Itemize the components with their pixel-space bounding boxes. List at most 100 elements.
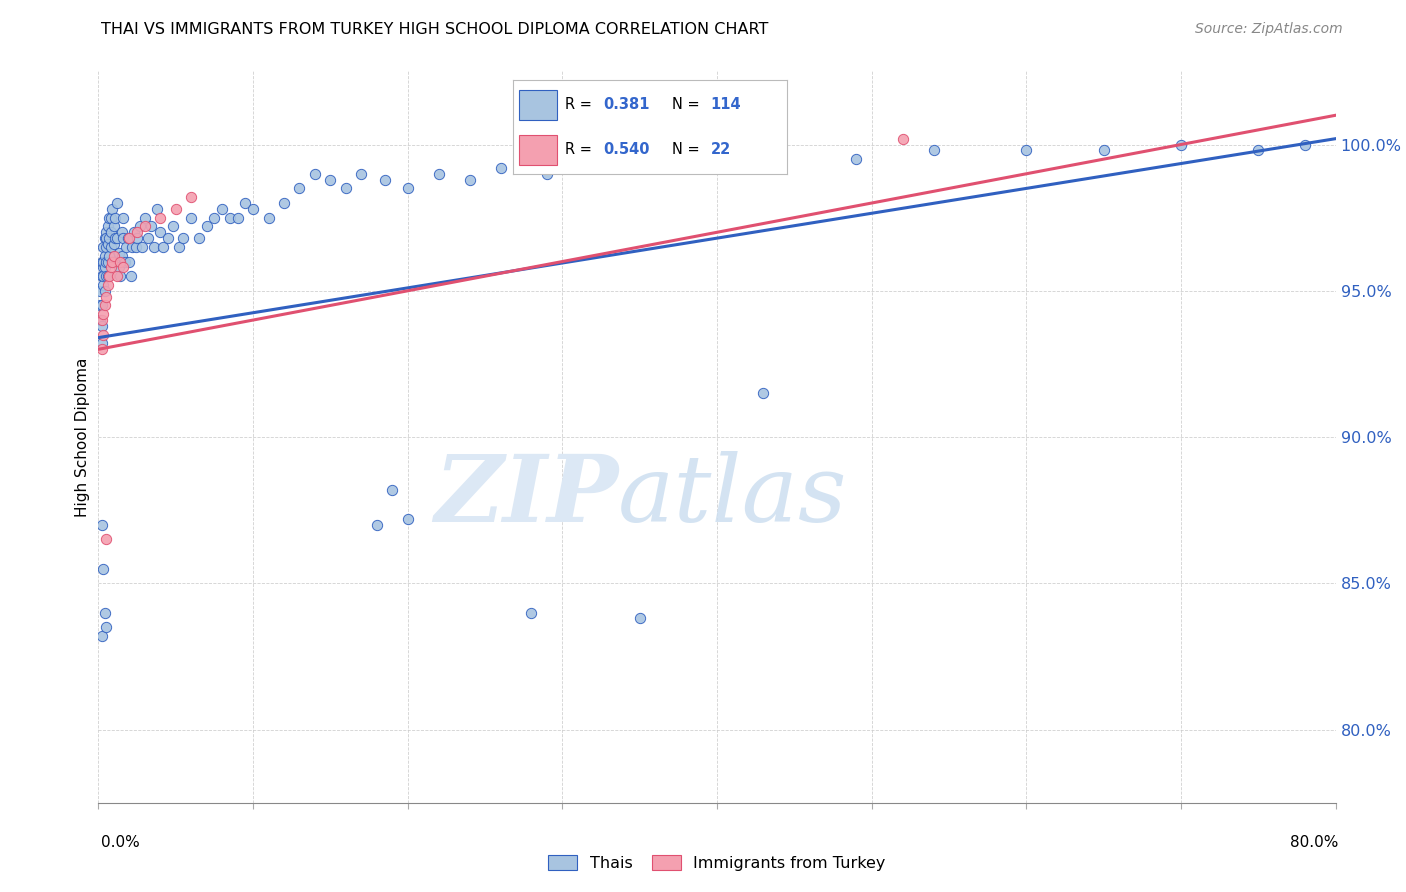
Point <box>93 260 115 275</box>
Point <box>350 167 373 181</box>
Point <box>1247 144 1270 158</box>
Point <box>105 231 128 245</box>
Point <box>146 202 169 216</box>
Point <box>118 254 141 268</box>
Point <box>134 219 156 234</box>
Point <box>100 240 122 254</box>
Point <box>381 483 404 497</box>
Point <box>96 269 118 284</box>
Point <box>335 181 357 195</box>
Point <box>845 152 868 166</box>
Point <box>98 211 121 225</box>
Point <box>96 290 118 304</box>
Point <box>107 245 129 260</box>
Point <box>273 196 295 211</box>
Point <box>768 152 790 166</box>
Point <box>396 512 419 526</box>
Point <box>91 327 114 342</box>
Point <box>91 307 114 321</box>
Point <box>96 231 118 245</box>
Point <box>167 240 190 254</box>
Point <box>149 211 172 225</box>
Point <box>520 606 543 620</box>
Point <box>97 237 120 252</box>
Point <box>396 181 419 195</box>
Point <box>304 167 326 181</box>
Text: 0.0%: 0.0% <box>101 836 141 850</box>
Point <box>111 249 132 263</box>
Text: 22: 22 <box>710 142 731 157</box>
Y-axis label: High School Diploma: High School Diploma <box>75 358 90 516</box>
Point <box>1092 144 1115 158</box>
Point <box>149 225 172 239</box>
Point <box>257 211 280 225</box>
Point <box>180 211 202 225</box>
Point <box>101 202 124 216</box>
Point <box>100 225 122 239</box>
Point <box>233 196 257 211</box>
Point <box>90 517 112 532</box>
Point <box>536 167 558 181</box>
Point <box>121 240 143 254</box>
Point <box>98 269 121 284</box>
Point <box>139 219 162 234</box>
Point <box>226 211 249 225</box>
Point <box>93 249 115 263</box>
Point <box>91 562 114 576</box>
Point <box>93 284 115 298</box>
Point <box>374 172 396 186</box>
Point <box>90 336 112 351</box>
Point <box>118 231 141 245</box>
Point <box>101 254 124 268</box>
Point <box>96 254 118 268</box>
Point <box>112 231 135 245</box>
Point <box>131 240 153 254</box>
Text: 0.381: 0.381 <box>603 97 650 112</box>
Point <box>195 219 218 234</box>
Point <box>891 131 914 145</box>
Point <box>105 196 128 211</box>
Point <box>427 167 450 181</box>
Point <box>107 260 129 275</box>
Point <box>93 231 115 245</box>
Point <box>120 269 142 284</box>
Point <box>219 211 242 225</box>
Point <box>288 181 311 195</box>
Point <box>104 211 127 225</box>
Point <box>90 313 112 327</box>
Point <box>91 240 114 254</box>
Point <box>204 211 226 225</box>
Point <box>180 190 202 204</box>
Text: THAI VS IMMIGRANTS FROM TURKEY HIGH SCHOOL DIPLOMA CORRELATION CHART: THAI VS IMMIGRANTS FROM TURKEY HIGH SCHO… <box>101 22 769 37</box>
Point <box>90 318 112 333</box>
Point <box>97 269 120 284</box>
Point <box>103 249 125 263</box>
Point <box>96 240 118 254</box>
FancyBboxPatch shape <box>519 89 557 120</box>
Point <box>90 298 112 312</box>
Point <box>242 202 264 216</box>
Point <box>105 269 128 284</box>
Point <box>89 298 111 312</box>
Text: N =: N = <box>672 142 704 157</box>
Point <box>127 225 149 239</box>
Legend: Thais, Immigrants from Turkey: Thais, Immigrants from Turkey <box>540 847 894 879</box>
Text: 80.0%: 80.0% <box>1291 836 1339 850</box>
Point <box>122 225 145 239</box>
Point <box>91 269 114 284</box>
Point <box>112 211 135 225</box>
Point <box>1170 137 1192 152</box>
Point <box>91 260 114 275</box>
Point <box>90 343 112 357</box>
Text: ZIP: ZIP <box>434 450 619 541</box>
Point <box>93 606 115 620</box>
Point <box>117 231 139 245</box>
Point <box>108 269 131 284</box>
Point <box>100 211 122 225</box>
Point <box>644 152 666 166</box>
Point <box>90 254 112 268</box>
Point <box>96 225 118 239</box>
Point <box>162 219 184 234</box>
Text: R =: R = <box>565 97 596 112</box>
Point <box>90 629 112 643</box>
